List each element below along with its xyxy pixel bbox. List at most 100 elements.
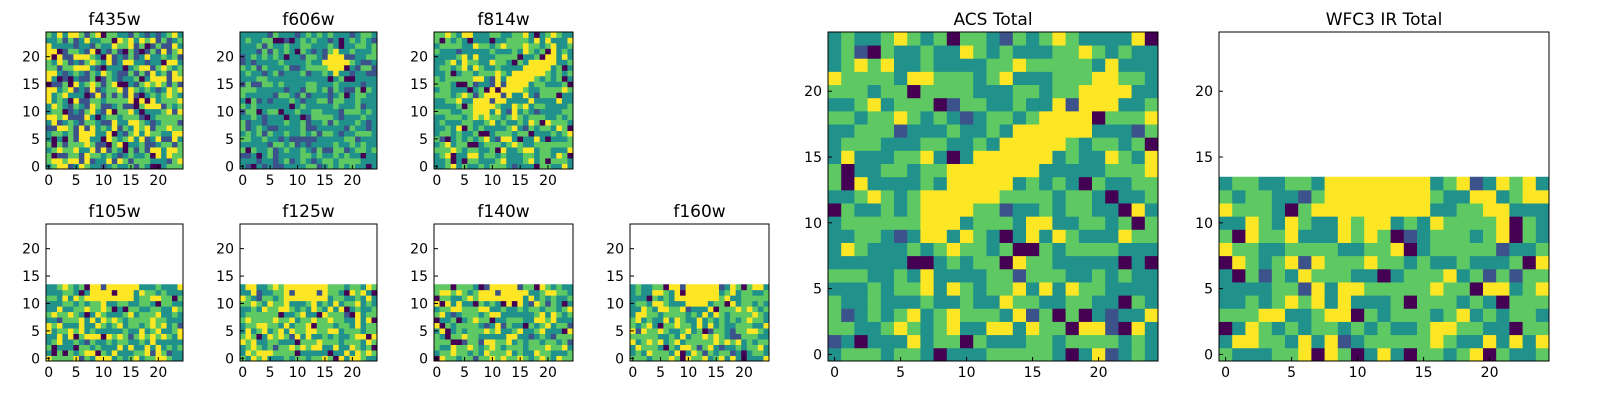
heatmap-cell: [960, 308, 974, 322]
heatmap-cell: [1456, 255, 1471, 270]
heatmap-cell: [522, 125, 529, 132]
heatmap-cell: [371, 317, 378, 324]
heatmap-cell: [534, 32, 541, 38]
heatmap-cell: [172, 152, 178, 159]
heatmap-cell: [434, 64, 440, 71]
x-tick-label: 0: [1221, 365, 1230, 381]
heatmap-cell: [456, 300, 463, 307]
heatmap-cell: [707, 350, 714, 356]
heatmap-cell: [439, 158, 446, 164]
heatmap-cell: [894, 295, 908, 309]
heatmap-cell: [478, 322, 485, 329]
panel-title: f125w: [282, 202, 334, 222]
heatmap-cell: [561, 300, 568, 307]
heatmap-cell: [472, 306, 479, 313]
heatmap-cell: [960, 321, 974, 336]
heatmap-cell: [360, 92, 367, 99]
heatmap-cell: [46, 48, 52, 55]
heatmap-cell: [144, 86, 151, 93]
heatmap-cell: [150, 344, 156, 351]
heatmap-cell: [1065, 308, 1080, 322]
heatmap-cell: [144, 147, 151, 153]
heatmap-cell: [550, 295, 557, 302]
heatmap-cell: [272, 37, 279, 44]
heatmap-cell: [506, 86, 513, 93]
heatmap-cell: [128, 141, 135, 148]
heatmap-cell: [133, 344, 140, 351]
panel-title: f160w: [673, 202, 725, 222]
heatmap-cell: [366, 339, 372, 345]
heatmap-cell: [333, 350, 340, 356]
heatmap-cell: [907, 97, 921, 112]
heatmap-cell: [828, 150, 842, 164]
heatmap-cell: [534, 81, 541, 88]
heatmap-cell: [854, 242, 868, 257]
heatmap-cell: [920, 124, 934, 138]
heatmap-cell: [522, 339, 529, 345]
heatmap-cell: [522, 333, 529, 340]
heatmap-cell: [1351, 189, 1365, 204]
heatmap-cell: [746, 350, 753, 356]
heatmap-cell: [450, 81, 457, 88]
heatmap-cell: [517, 114, 524, 121]
heatmap-cell: [484, 300, 490, 307]
heatmap-cell: [1012, 150, 1027, 164]
heatmap-cell: [506, 97, 513, 104]
heatmap-cell: [139, 53, 146, 60]
heatmap-cell: [461, 322, 468, 329]
heatmap-cell: [933, 110, 948, 125]
heatmap-cell: [880, 84, 895, 99]
heatmap-cell: [1417, 268, 1431, 283]
heatmap-cell: [1285, 176, 1299, 191]
heatmap-cell: [1337, 255, 1352, 270]
heatmap-cell: [89, 344, 96, 351]
heatmap-cell: [1105, 124, 1119, 138]
heatmap-cell: [322, 59, 329, 66]
heatmap-cell: [1403, 334, 1418, 349]
heatmap-cell: [484, 37, 490, 44]
heatmap-cell: [461, 97, 468, 104]
heatmap-cell: [95, 328, 102, 334]
heatmap-cell: [322, 339, 329, 345]
heatmap-cell: [1258, 295, 1273, 309]
heatmap-cell: [349, 114, 356, 121]
heatmap-cell: [245, 136, 252, 142]
heatmap-cell: [106, 97, 113, 104]
heatmap-cell: [1078, 203, 1093, 217]
heatmap-cell: [289, 158, 296, 164]
heatmap-cell: [461, 81, 468, 88]
heatmap-cell: [478, 42, 485, 49]
heatmap-cell: [933, 84, 948, 99]
heatmap-cell: [450, 311, 457, 318]
heatmap-cell: [561, 355, 568, 362]
heatmap-cell: [933, 242, 948, 257]
heatmap-cell: [344, 333, 350, 340]
heatmap-cell: [1012, 32, 1027, 46]
heatmap-cell: [294, 37, 301, 44]
heatmap-cell: [267, 114, 274, 121]
heatmap-cell: [371, 37, 378, 44]
heatmap-cell: [133, 163, 140, 170]
heatmap-cell: [349, 333, 356, 340]
heatmap-cell: [128, 317, 135, 324]
heatmap-cell: [177, 70, 184, 77]
heatmap-cell: [360, 295, 367, 302]
y-tick-label: 20: [606, 242, 624, 258]
heatmap-cell: [1245, 176, 1259, 191]
heatmap-cell: [245, 86, 252, 93]
heatmap-cell: [539, 317, 546, 324]
heatmap-cell: [1377, 268, 1391, 283]
heatmap-cell: [478, 108, 485, 115]
heatmap-cell: [641, 284, 648, 291]
heatmap-cell: [62, 97, 69, 104]
heatmap-cell: [122, 37, 129, 44]
heatmap-cell: [707, 300, 714, 307]
heatmap-cell: [652, 306, 659, 313]
heatmap-cell: [278, 311, 285, 318]
heatmap-cell: [635, 295, 642, 302]
heatmap-cell: [1078, 189, 1093, 204]
heatmap-cell: [1118, 84, 1132, 99]
heatmap-cell: [1092, 124, 1106, 138]
heatmap-cell: [867, 176, 882, 191]
heatmap-cell: [51, 70, 58, 77]
